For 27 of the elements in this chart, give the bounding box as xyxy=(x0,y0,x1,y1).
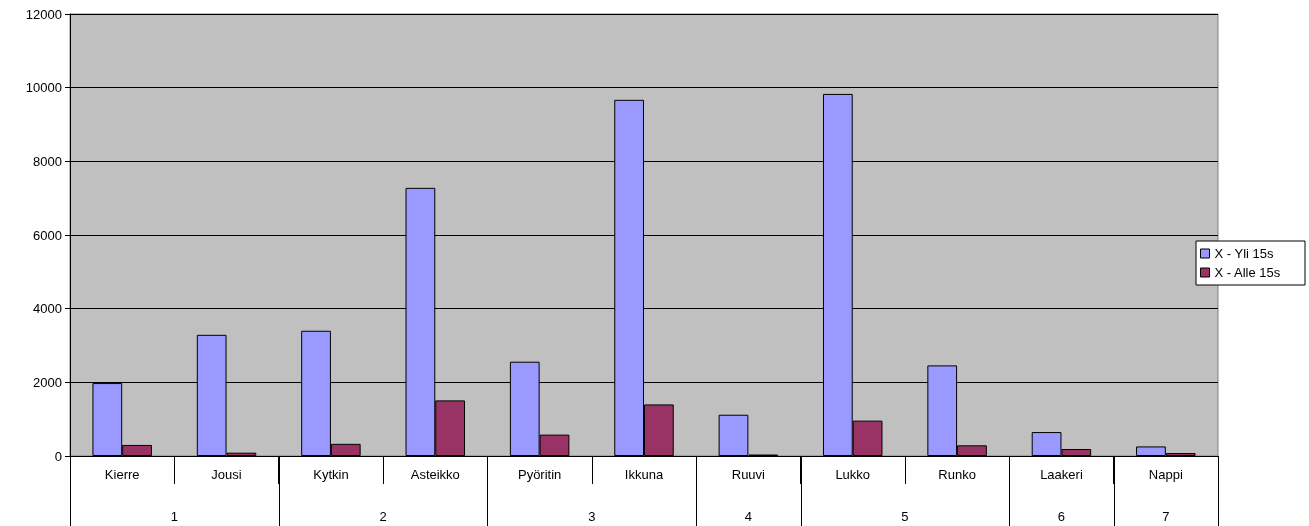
x-tick-label: Kierre xyxy=(104,467,140,482)
text: 4 xyxy=(744,508,752,524)
x-tick-label: Ikkuna xyxy=(624,467,664,482)
text: 6 xyxy=(1057,508,1066,524)
x-tick-label: Kytkin xyxy=(313,467,349,482)
y-tick-label: 8000 xyxy=(33,153,62,169)
legend-label: X - Yli 15s xyxy=(1214,246,1275,261)
x-tick-label: Nappi xyxy=(1148,467,1183,482)
y-tick-label: 4000 xyxy=(33,301,62,317)
x-tick-label: Runko xyxy=(938,467,976,482)
y-tick-label: 10000 xyxy=(25,80,62,96)
y-tick-label: 0 xyxy=(54,448,62,464)
x-tick-label: Laakeri xyxy=(1040,467,1083,482)
text: 1 xyxy=(170,508,178,524)
y-tick-label: 12000 xyxy=(25,6,62,22)
x-tick-label: Pyöritin xyxy=(517,467,562,482)
legend-label: X - Alle 15s xyxy=(1214,265,1281,280)
x-tick-label: Ruuvi xyxy=(731,467,766,482)
text: 7 xyxy=(1162,508,1170,524)
text: 2 xyxy=(379,508,387,524)
text: 5 xyxy=(901,508,909,524)
y-tick-label: 6000 xyxy=(33,227,62,243)
text: 3 xyxy=(588,508,596,524)
x-tick-label: Jousi xyxy=(211,467,242,482)
x-tick-label: Asteikko xyxy=(410,467,460,482)
x-tick-label: Lukko xyxy=(835,467,871,482)
y-tick-label: 2000 xyxy=(33,374,62,390)
